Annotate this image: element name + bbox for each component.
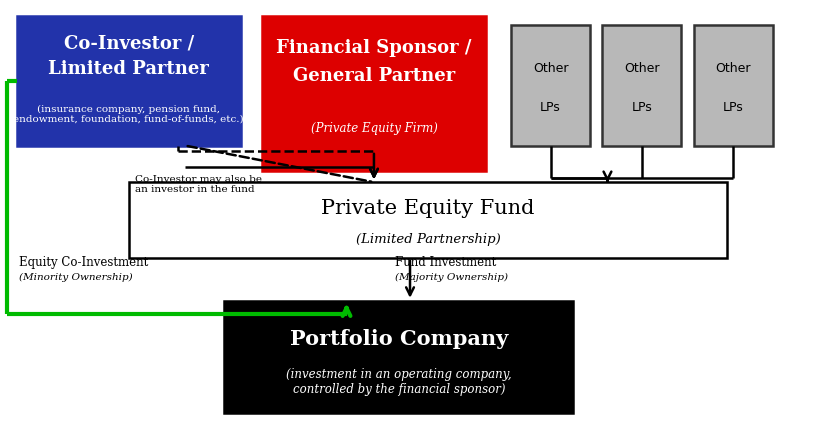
Text: Private Equity Fund: Private Equity Fund xyxy=(322,198,534,217)
Bar xyxy=(511,26,590,146)
Text: Co-Investor may also be
an investor in the fund: Co-Investor may also be an investor in t… xyxy=(135,174,263,194)
Text: LPs: LPs xyxy=(632,101,652,114)
Text: (Private Equity Firm): (Private Equity Firm) xyxy=(311,122,437,135)
Bar xyxy=(129,183,727,258)
Text: General Partner: General Partner xyxy=(293,67,455,85)
Text: LPs: LPs xyxy=(540,101,561,114)
Text: Equity Co-Investment: Equity Co-Investment xyxy=(19,256,149,269)
Text: Fund Investment: Fund Investment xyxy=(395,256,496,269)
Text: (investment in an operating company,
controlled by the financial sponsor): (investment in an operating company, con… xyxy=(286,368,512,396)
Text: Other: Other xyxy=(624,61,660,74)
Bar xyxy=(694,26,773,146)
Text: (Majority Ownership): (Majority Ownership) xyxy=(395,273,508,282)
Bar xyxy=(262,17,486,172)
Text: Other: Other xyxy=(715,61,751,74)
Bar xyxy=(17,17,241,146)
Text: (Limited Partnership): (Limited Partnership) xyxy=(356,233,500,246)
Text: LPs: LPs xyxy=(723,101,744,114)
Text: Portfolio Company: Portfolio Company xyxy=(290,328,508,348)
Bar xyxy=(224,301,573,413)
Text: Financial Sponsor /: Financial Sponsor / xyxy=(276,39,472,57)
Text: Other: Other xyxy=(533,61,568,74)
Text: Co-Investor /: Co-Investor / xyxy=(64,34,194,52)
Bar xyxy=(602,26,681,146)
Text: Limited Partner: Limited Partner xyxy=(48,60,209,78)
Text: (Minority Ownership): (Minority Ownership) xyxy=(19,273,133,282)
Text: (insurance company, pension fund,
endowment, foundation, fund-of-funds, etc.): (insurance company, pension fund, endowm… xyxy=(13,104,244,124)
